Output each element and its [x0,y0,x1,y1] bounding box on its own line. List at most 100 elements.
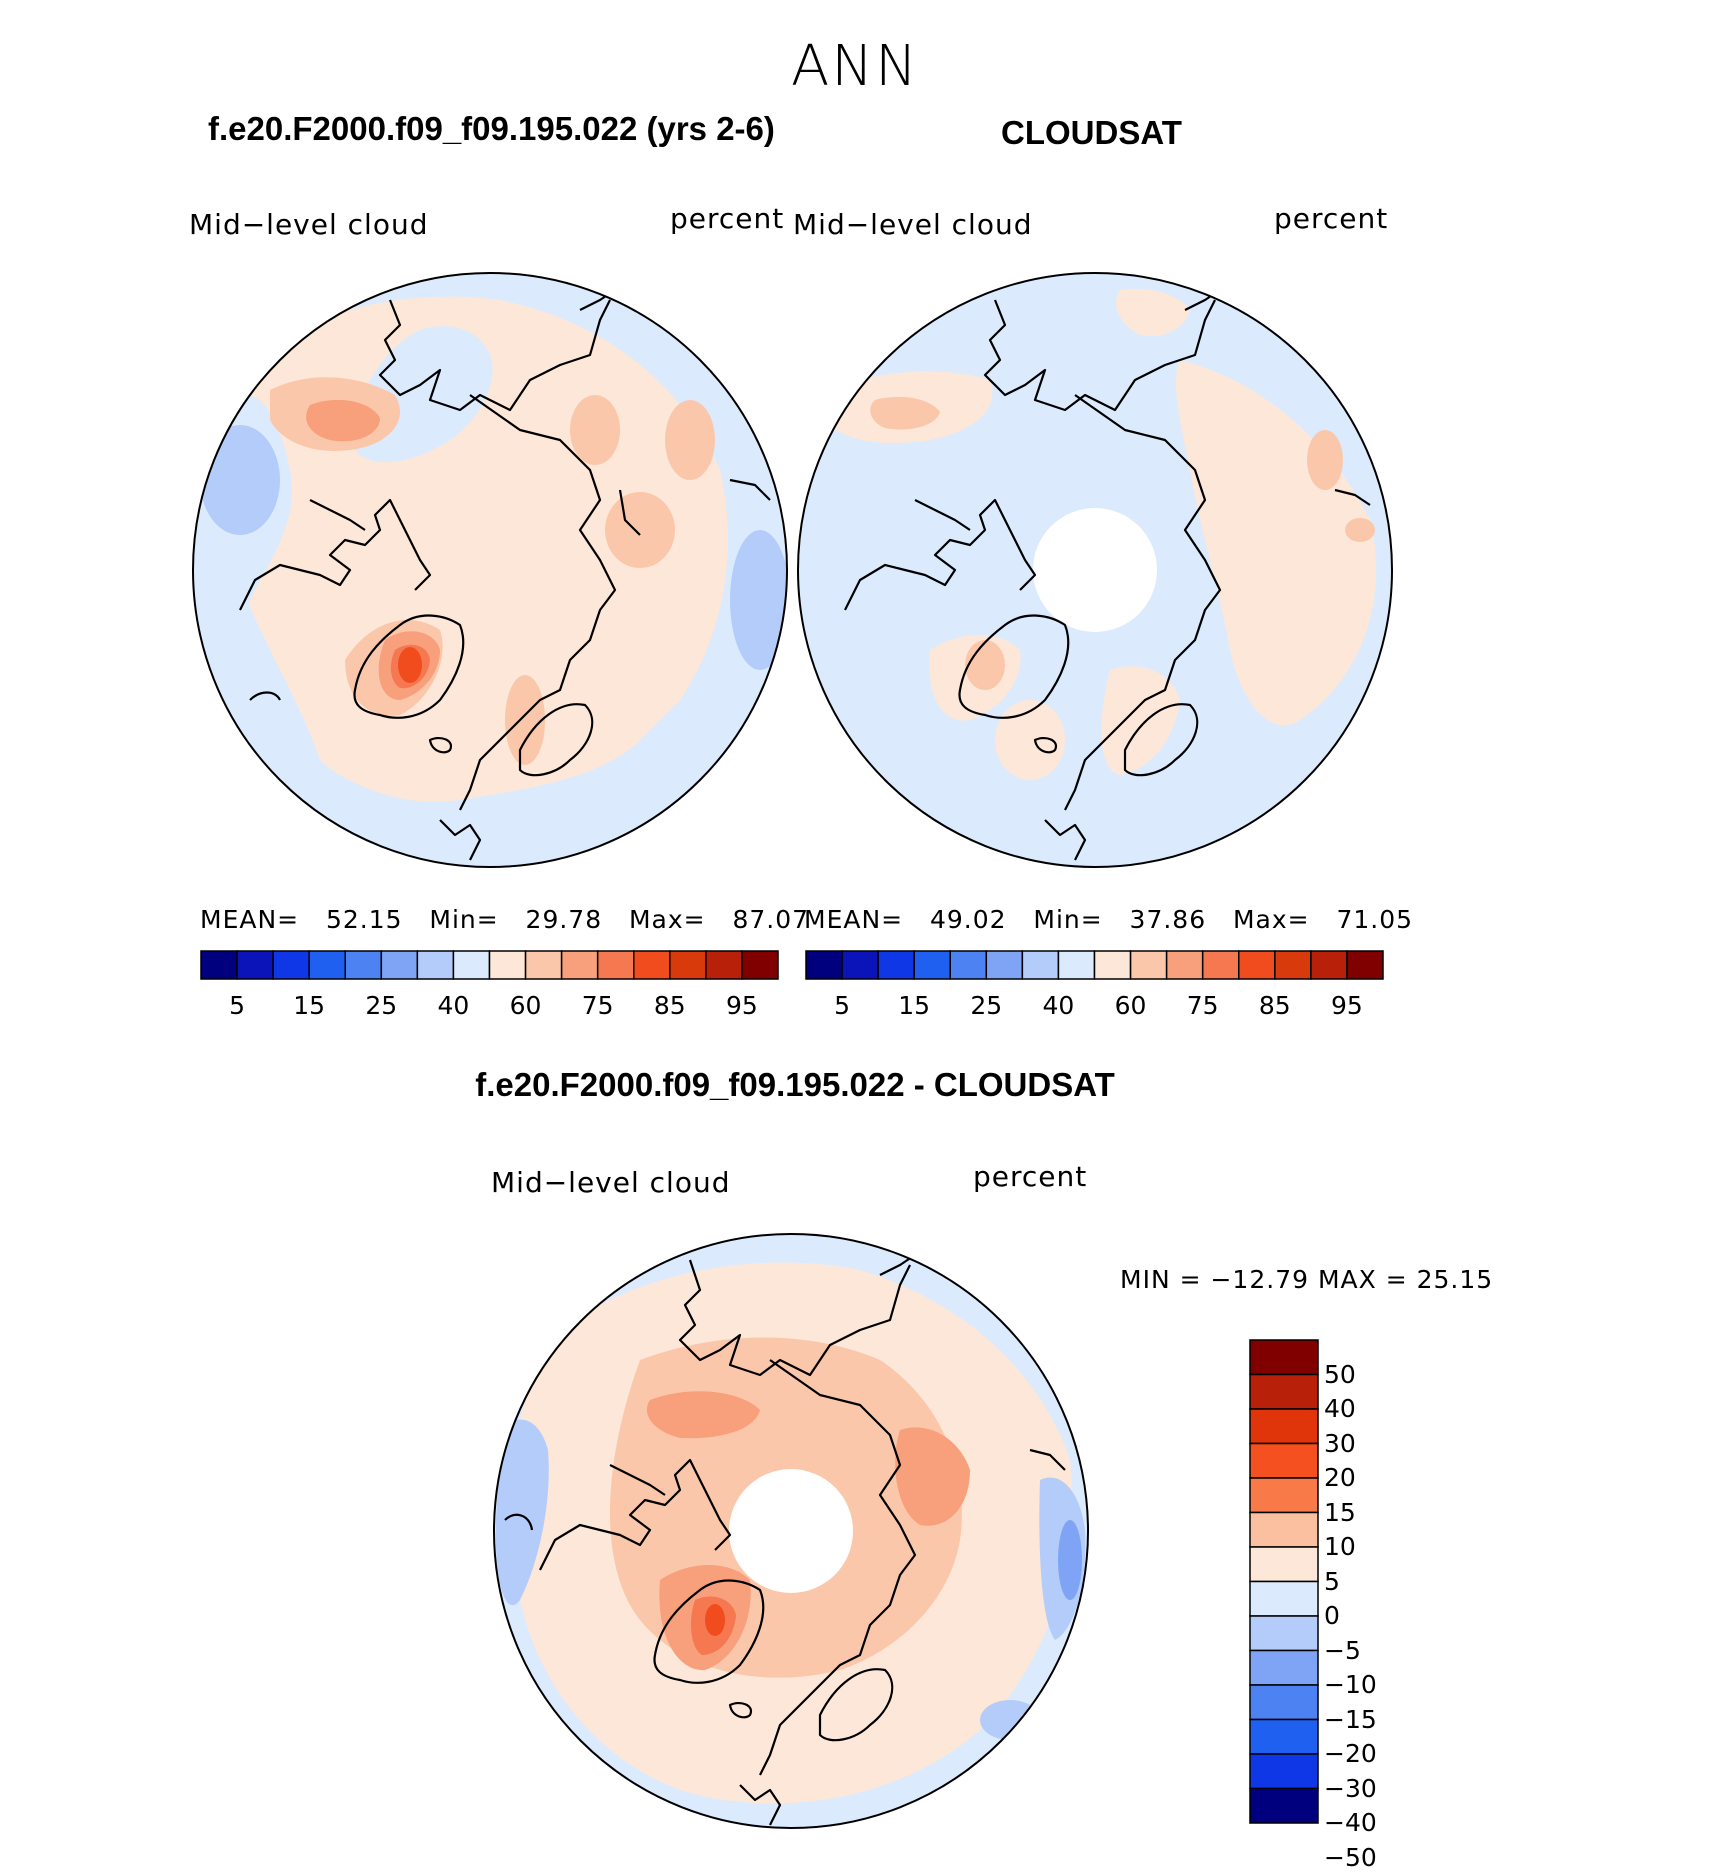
panel1-mean-label: MEAN= [200,905,300,934]
panel1-colorbar-box [669,950,707,980]
panel1-colorbar-box [308,950,346,980]
panel1-colorbar-box [741,950,779,980]
panel2-variable-label: Mid−level cloud [793,208,1033,241]
panel3-colorbar-tick-label: 40 [1324,1394,1356,1423]
map-panel1 [192,272,788,868]
panel3-colorbar-tick-label: −40 [1324,1808,1377,1837]
panel1-colorbar-box [200,950,238,980]
panel1-colorbar-box [560,950,599,980]
panel3-colorbar-box [1249,1753,1319,1790]
panel2-colorbar [805,950,1384,980]
panel3-colorbar-tick-label: −50 [1324,1842,1377,1872]
panel2-title: CLOUDSAT [1001,114,1182,151]
panel2-colorbar-box [1021,950,1060,980]
panel1-colorbar-tick-label: 85 [653,991,686,1020]
panel3-colorbar-box [1249,1580,1319,1617]
panel3-colorbar-box [1249,1339,1319,1376]
panel3-units-label: percent [973,1160,1088,1193]
panel2-colorbar-box [1057,950,1096,980]
panel2-colorbar-box [913,950,951,980]
panel2-max-label: Max= [1232,905,1310,934]
panel1-title: f.e20.F2000.f09_f09.195.022 (yrs 2-6) [208,110,775,147]
panel1-colorbar-box [380,950,419,980]
panel3-colorbar-tick-label: 10 [1324,1532,1356,1561]
panel2-colorbar-box [841,950,879,980]
panel3-colorbar-box [1249,1477,1319,1514]
panel2-colorbar-box [1093,950,1132,980]
panel1-stats: MEAN= 52.15 Min= 29.78 Max= 87.07 [200,905,809,934]
main-title: ANN [790,34,920,99]
panel3-variable-label: Mid−level cloud [491,1166,731,1199]
panel3-stats: MIN = −12.79 MAX = 25.15 [1120,1265,1494,1294]
panel1-colorbar-box [236,950,274,980]
panel2-colorbar-box [1165,950,1204,980]
panel3-colorbar-box [1249,1615,1319,1652]
panel3-colorbar-box [1249,1546,1319,1583]
panel2-colorbar-box [1310,950,1348,980]
panel3-colorbar-tick-label: 50 [1324,1359,1356,1389]
panel1-max-label: Max= [628,905,706,934]
panel3-colorbar-box [1249,1373,1319,1410]
panel2-colorbar-box [949,950,988,980]
panel3-colorbar-tick-label: −10 [1324,1670,1377,1699]
panel1-mean-value: 52.15 [325,905,403,934]
panel3-colorbar-box [1249,1511,1319,1548]
panel3-colorbar-tick-label: 20 [1324,1463,1356,1492]
panel2-mean-value: 49.02 [929,905,1007,934]
panel2-colorbar-box [877,950,915,980]
panel3-colorbar-box [1249,1787,1319,1824]
panel2-colorbar-tick-label: 95 [1331,991,1363,1020]
panel2-colorbar-tick-label: 60 [1114,991,1147,1020]
panel1-colorbar-box [596,950,635,980]
panel3-colorbar [1249,1339,1319,1824]
panel3-colorbar-box [1249,1442,1319,1479]
panel1-colorbar-tick-label: 15 [293,991,326,1020]
panel3-colorbar-tick-label: 30 [1324,1428,1356,1458]
panel2-colorbar-tick-label: 75 [1186,991,1219,1020]
panel3-colorbar-box [1249,1649,1319,1686]
panel2-max-value: 71.05 [1336,905,1414,934]
panel2-colorbar-box [1238,950,1276,980]
panel1-colorbar [200,950,779,980]
panel2-colorbar-tick-label: 5 [834,991,851,1020]
panel2-colorbar-box [1274,950,1312,980]
panel3-colorbar-tick-label: 0 [1324,1601,1340,1630]
panel2-colorbar-tick-label: 15 [898,991,931,1020]
panel1-colorbar-box [488,950,527,980]
panel1-colorbar-tick-label: 40 [437,991,470,1020]
panel1-colorbar-box [452,950,491,980]
panel3-colorbar-tick-label: 5 [1324,1566,1340,1596]
panel3-colorbar-box [1249,1684,1319,1721]
panel1-min-label: Min= [429,905,499,934]
panel2-colorbar-box [1346,950,1384,980]
panel1-units-label: percent [670,202,785,235]
map-panel3 [493,1233,1089,1829]
panel1-min-value: 29.78 [525,905,603,934]
panel1-colorbar-tick-label: 95 [726,991,758,1020]
panel2-colorbar-tick-label: 40 [1042,991,1075,1020]
panel2-mean-label: MEAN= [804,905,904,934]
panel1-colorbar-box [416,950,455,980]
panel3-colorbar-tick-label: −30 [1324,1773,1377,1803]
panel3-colorbar-tick-label: 15 [1324,1497,1356,1527]
panel3-colorbar-box [1249,1408,1319,1445]
panel3-colorbar-tick-label: −5 [1324,1635,1361,1665]
panel1-max-value: 87.07 [732,905,810,934]
panel2-colorbar-tick-label: 85 [1258,991,1291,1020]
panel1-colorbar-tick-label: 25 [365,991,398,1020]
panel1-colorbar-tick-label: 75 [581,991,614,1020]
panel1-colorbar-tick-label: 5 [229,991,246,1020]
panel3-colorbar-tick-label: −20 [1324,1739,1377,1768]
panel1-colorbar-tick-label: 60 [509,991,542,1020]
panel1-variable-label: Mid−level cloud [189,208,429,241]
panel2-units-label: percent [1274,202,1389,235]
panel2-min-label: Min= [1033,905,1103,934]
panel3-title: f.e20.F2000.f09_f09.195.022 - CLOUDSAT [475,1066,1115,1103]
panel2-colorbar-box [805,950,843,980]
panel1-colorbar-box [705,950,743,980]
map-panel2 [797,272,1393,868]
panel3-colorbar-tick-label: −15 [1324,1704,1377,1734]
panel2-colorbar-box [1201,950,1240,980]
panel1-colorbar-box [524,950,563,980]
